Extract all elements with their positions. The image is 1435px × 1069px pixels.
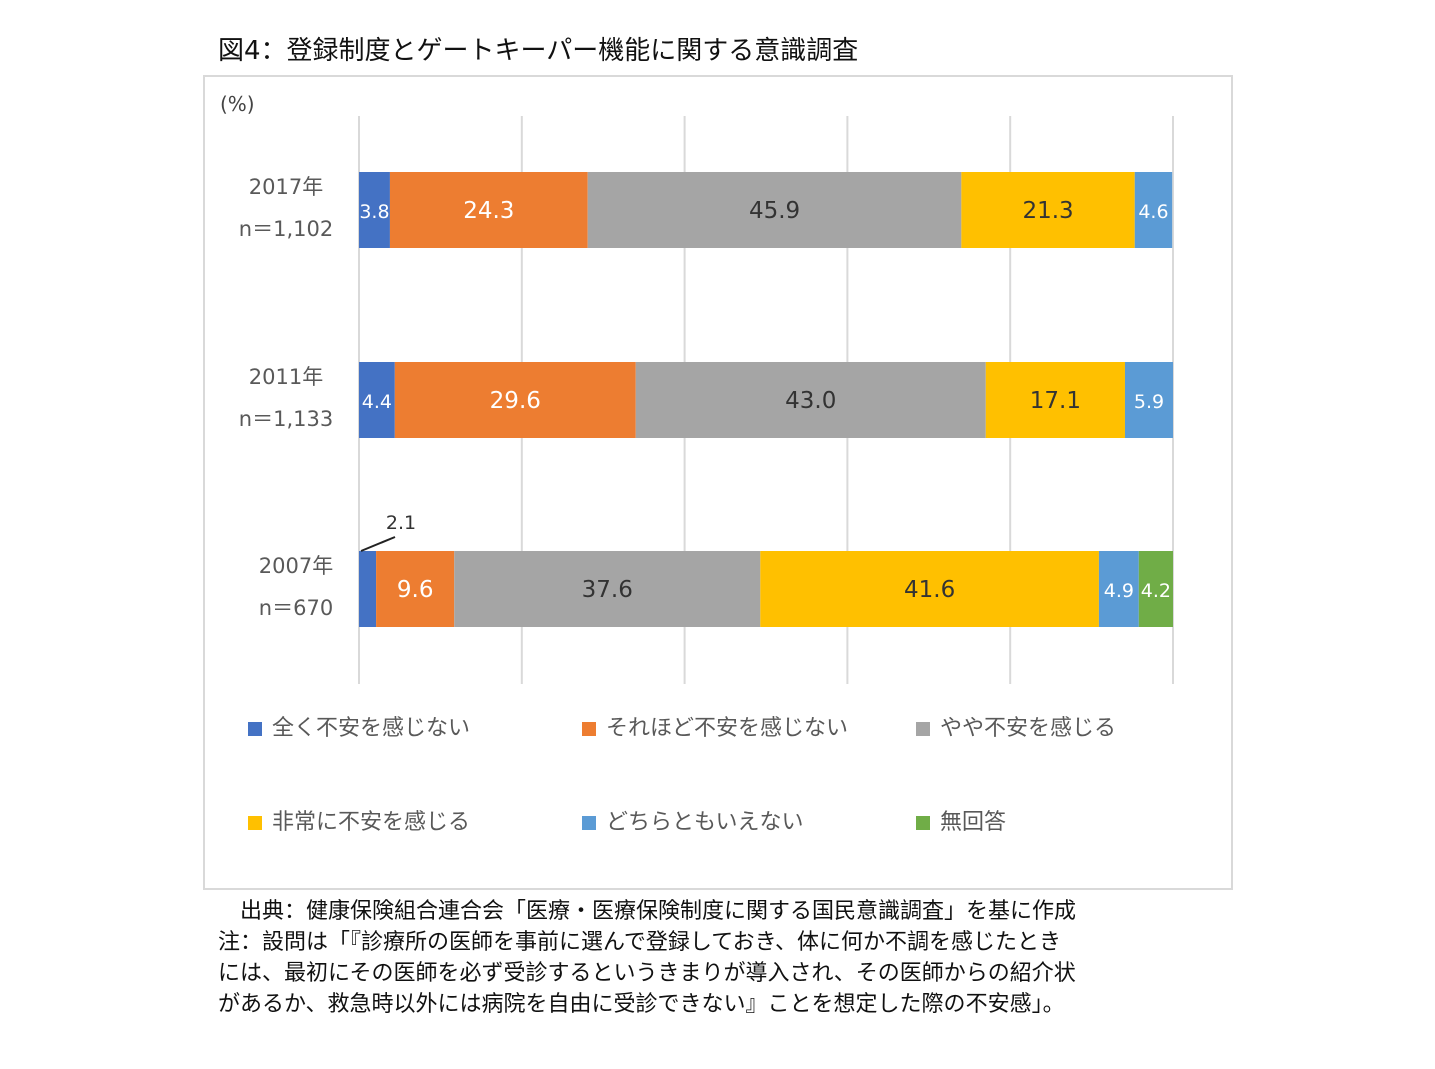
legend-item: それほど不安を感じない xyxy=(582,710,848,742)
category-label-year: 2011年 xyxy=(249,365,323,389)
legend-swatch xyxy=(248,722,262,736)
data-label: 37.6 xyxy=(582,577,633,603)
legend-swatch xyxy=(582,816,596,830)
bar-segment xyxy=(587,172,962,248)
category-label-n: n＝1,102 xyxy=(239,217,333,241)
legend-item: どちらともいえない xyxy=(582,804,804,836)
category-label-year: 2017年 xyxy=(249,175,323,199)
data-label: 43.0 xyxy=(785,388,836,414)
bar-segment xyxy=(454,551,761,627)
bar-segment xyxy=(1124,362,1173,438)
category-label-n: n＝1,133 xyxy=(239,407,333,431)
data-label: 45.9 xyxy=(749,198,800,224)
chart-frame xyxy=(203,75,1233,890)
category-label-year: 2007年 xyxy=(259,554,333,578)
note-line: 注：設問は「『診療所の医師を事前に選んで登録しておき、体に何か不調を感じたとき xyxy=(218,930,1062,955)
chart-title: 図4：登録制度とゲートキーパー機能に関する意識調査 xyxy=(218,36,859,66)
data-label: 2.1 xyxy=(386,512,416,534)
bar-segment xyxy=(760,551,1099,627)
data-label: 3.8 xyxy=(359,201,389,223)
bar-segment xyxy=(394,362,636,438)
bar-segment xyxy=(985,362,1125,438)
data-label: 24.3 xyxy=(463,198,514,224)
bar-segment xyxy=(1138,551,1173,627)
category-label-n: n＝670 xyxy=(259,596,333,620)
legend-label: 無回答 xyxy=(940,810,1007,835)
legend-label: どちらともいえない xyxy=(606,810,804,835)
data-label: 9.6 xyxy=(397,577,434,603)
legend-swatch xyxy=(916,816,930,830)
legend-item: 無回答 xyxy=(916,804,1006,836)
legend-swatch xyxy=(916,722,930,736)
legend-label: 非常に不安を感じる xyxy=(272,810,471,835)
legend-item: 非常に不安を感じる xyxy=(248,804,470,836)
bar-segment xyxy=(359,551,377,627)
data-label: 21.3 xyxy=(1022,198,1073,224)
bar-segment xyxy=(389,172,588,248)
legend-label: それほど不安を感じない xyxy=(606,716,849,741)
legend-item: 全く不安を感じない xyxy=(248,710,470,742)
data-label: 5.9 xyxy=(1134,391,1164,413)
bar-segment xyxy=(1134,172,1173,248)
bar-segment xyxy=(1098,551,1139,627)
data-label: 17.1 xyxy=(1030,388,1081,414)
bar-segment xyxy=(635,362,986,438)
legend-label: やや不安を感じる xyxy=(940,716,1117,741)
data-label: 4.6 xyxy=(1138,201,1168,223)
legend-item: やや不安を感じる xyxy=(916,710,1116,742)
data-label: 4.4 xyxy=(362,391,392,413)
leader-line xyxy=(360,536,396,552)
note-line: には、最初にその医師を必ず受診するというきまりが導入され、その医師からの紹介状 xyxy=(218,961,1076,986)
bar-segment xyxy=(376,551,455,627)
bar-segment xyxy=(359,362,395,438)
unit-label: (%) xyxy=(220,92,255,116)
data-label: 4.2 xyxy=(1141,580,1171,602)
note-line: 出典：健康保険組合連合会「医療・医療保険制度に関する国民意識調査」を基に作成 xyxy=(218,899,1077,924)
note-line: があるか、救急時以外には病院を自由に受診できない』ことを想定した際の不安感」。 xyxy=(218,992,1065,1017)
source-notes: 出典：健康保険組合連合会「医療・医療保険制度に関する国民意識調査」を基に作成 注：… xyxy=(218,896,1076,1020)
data-label: 4.9 xyxy=(1104,580,1134,602)
legend-label: 全く不安を感じない xyxy=(272,716,471,741)
bar-segment xyxy=(359,172,390,248)
data-label: 41.6 xyxy=(904,577,955,603)
bar-segment xyxy=(961,172,1135,248)
legend-swatch xyxy=(248,816,262,830)
legend-swatch xyxy=(582,722,596,736)
data-label: 29.6 xyxy=(490,388,541,414)
